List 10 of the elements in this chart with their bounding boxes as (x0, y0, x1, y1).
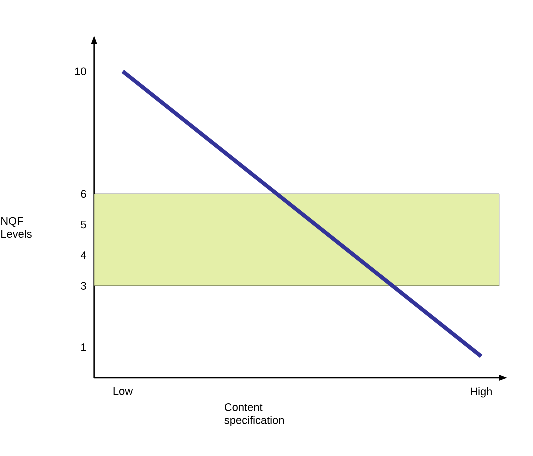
x-tick-label: High (471, 388, 492, 398)
y-tick-label: 10 (75, 68, 86, 76)
y-tick-label: 5 (81, 220, 86, 229)
x-tick-label: Low (114, 388, 134, 396)
x-axis-title: Content specification (224, 404, 284, 426)
y-tick-label: 4 (80, 252, 86, 260)
y-axis-title: NQF Levels (2, 217, 32, 238)
y-tick-label: 1 (82, 344, 86, 352)
y-tick-label: 6 (81, 190, 86, 198)
y-tick-label: 3 (81, 282, 86, 290)
